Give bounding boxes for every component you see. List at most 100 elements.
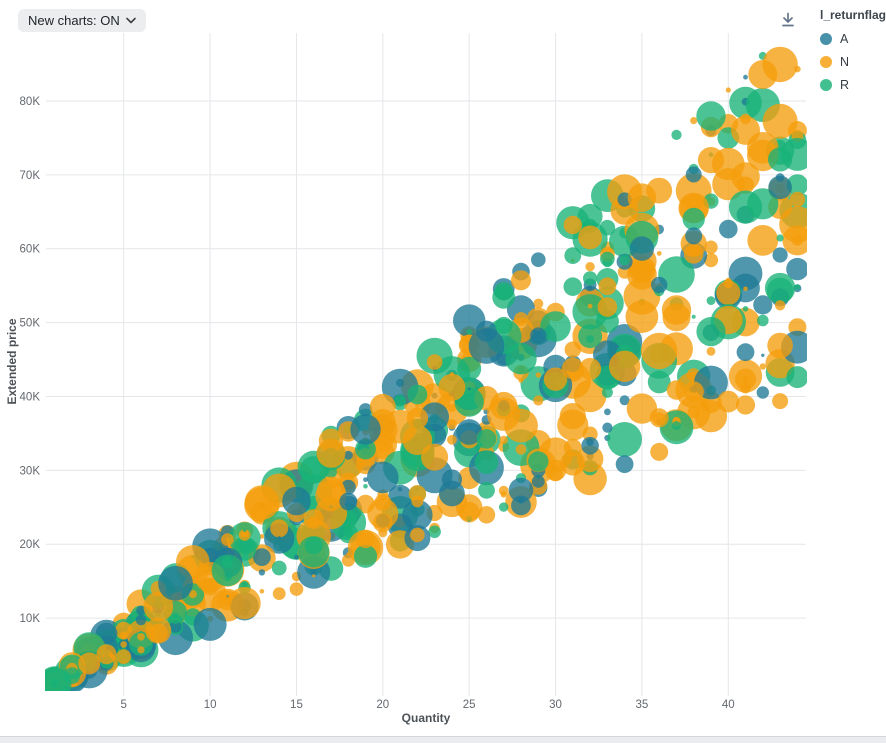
- data-point[interactable]: [498, 485, 509, 496]
- data-point[interactable]: [188, 590, 197, 599]
- data-point[interactable]: [438, 373, 466, 401]
- data-point[interactable]: [716, 280, 741, 305]
- data-point[interactable]: [420, 402, 449, 432]
- data-point[interactable]: [600, 251, 615, 267]
- data-point[interactable]: [779, 206, 815, 243]
- data-point[interactable]: [607, 422, 642, 457]
- data-point[interactable]: [743, 286, 748, 292]
- data-point[interactable]: [759, 363, 766, 370]
- data-point[interactable]: [135, 614, 147, 626]
- data-point[interactable]: [757, 314, 769, 327]
- data-point[interactable]: [238, 529, 251, 541]
- data-point[interactable]: [761, 353, 765, 357]
- data-point[interactable]: [504, 408, 538, 443]
- data-point[interactable]: [776, 234, 784, 242]
- data-point[interactable]: [533, 395, 544, 406]
- data-point[interactable]: [244, 485, 280, 520]
- data-point[interactable]: [96, 644, 117, 665]
- data-point[interactable]: [410, 527, 425, 543]
- data-point[interactable]: [735, 395, 756, 415]
- data-point[interactable]: [694, 400, 728, 433]
- data-point[interactable]: [756, 386, 769, 399]
- data-point[interactable]: [682, 207, 705, 231]
- data-point[interactable]: [690, 117, 698, 125]
- data-point[interactable]: [388, 484, 413, 509]
- data-point[interactable]: [456, 419, 483, 445]
- data-point[interactable]: [407, 384, 428, 405]
- data-point[interactable]: [363, 484, 368, 489]
- data-point[interactable]: [533, 298, 544, 309]
- data-point[interactable]: [563, 215, 582, 235]
- data-point[interactable]: [774, 300, 786, 311]
- new-charts-toggle[interactable]: New charts: ON: [18, 9, 146, 32]
- data-point[interactable]: [641, 332, 678, 370]
- data-point[interactable]: [316, 438, 346, 468]
- data-point[interactable]: [505, 343, 537, 375]
- data-point[interactable]: [508, 477, 534, 503]
- data-point[interactable]: [540, 311, 571, 342]
- data-point[interactable]: [658, 256, 695, 293]
- data-point[interactable]: [736, 343, 755, 362]
- data-point[interactable]: [343, 450, 353, 460]
- data-point[interactable]: [581, 436, 599, 455]
- data-point[interactable]: [242, 528, 247, 532]
- data-point[interactable]: [696, 101, 726, 131]
- data-point[interactable]: [772, 247, 788, 263]
- data-point[interactable]: [764, 272, 796, 304]
- data-point[interactable]: [559, 403, 586, 430]
- data-point[interactable]: [511, 270, 531, 291]
- data-point[interactable]: [456, 494, 483, 521]
- data-point[interactable]: [543, 367, 568, 391]
- data-point[interactable]: [63, 667, 81, 684]
- data-point[interactable]: [662, 303, 691, 332]
- data-point[interactable]: [406, 407, 429, 429]
- data-point[interactable]: [193, 607, 227, 641]
- data-point[interactable]: [651, 276, 668, 294]
- data-point[interactable]: [615, 455, 634, 474]
- data-point[interactable]: [466, 329, 473, 335]
- data-point[interactable]: [499, 435, 508, 445]
- data-point[interactable]: [619, 395, 630, 406]
- data-point[interactable]: [363, 477, 368, 482]
- data-point[interactable]: [312, 574, 316, 578]
- data-point[interactable]: [734, 368, 757, 390]
- data-point[interactable]: [531, 475, 545, 488]
- data-point[interactable]: [725, 87, 731, 93]
- data-point[interactable]: [129, 631, 153, 656]
- data-point[interactable]: [696, 317, 726, 347]
- data-point[interactable]: [564, 247, 582, 264]
- data-point[interactable]: [587, 285, 593, 291]
- data-point[interactable]: [137, 633, 145, 641]
- data-point[interactable]: [619, 254, 630, 266]
- data-point[interactable]: [468, 328, 505, 364]
- data-point[interactable]: [706, 347, 716, 356]
- data-point[interactable]: [439, 480, 465, 507]
- data-point[interactable]: [355, 438, 376, 460]
- data-point[interactable]: [650, 442, 669, 461]
- data-point[interactable]: [457, 356, 482, 381]
- data-point[interactable]: [560, 450, 586, 476]
- data-point[interactable]: [282, 486, 311, 516]
- data-point[interactable]: [202, 579, 219, 596]
- data-point[interactable]: [259, 534, 265, 539]
- data-point[interactable]: [627, 183, 657, 212]
- data-point[interactable]: [768, 175, 792, 200]
- data-point[interactable]: [794, 284, 801, 290]
- data-point[interactable]: [762, 103, 798, 139]
- data-point[interactable]: [767, 332, 793, 359]
- data-point[interactable]: [703, 253, 719, 268]
- data-point[interactable]: [608, 350, 641, 382]
- data-point[interactable]: [373, 512, 393, 533]
- data-point[interactable]: [629, 236, 655, 261]
- data-point[interactable]: [402, 499, 433, 531]
- data-point[interactable]: [396, 378, 405, 387]
- data-point[interactable]: [367, 461, 399, 494]
- data-point[interactable]: [447, 403, 457, 413]
- data-point[interactable]: [145, 617, 172, 644]
- data-point[interactable]: [78, 652, 101, 675]
- data-point[interactable]: [294, 554, 299, 560]
- data-point[interactable]: [421, 443, 449, 471]
- data-point[interactable]: [499, 502, 509, 512]
- data-point[interactable]: [786, 257, 808, 281]
- data-point[interactable]: [601, 386, 613, 398]
